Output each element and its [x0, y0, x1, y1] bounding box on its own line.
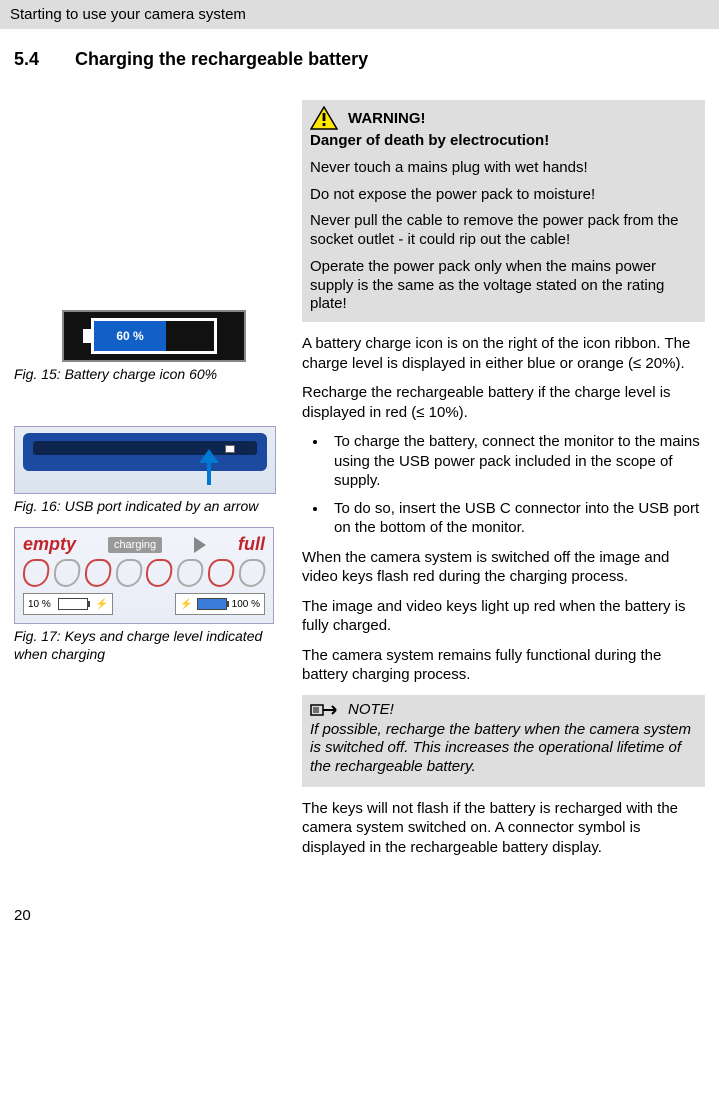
figure-16-caption: Fig. 16: USB port indicated by an arrow [14, 498, 294, 516]
plug-icon: ⚡ [96, 599, 108, 610]
page-content: 5.4 Charging the rechargeable battery 60… [0, 29, 719, 877]
figure-15-caption: Fig. 15: Battery charge icon 60% [14, 366, 294, 384]
key-icon [83, 559, 112, 587]
warning-line: Operate the power pack only when the mai… [310, 258, 697, 314]
running-title: Starting to use your camera system [10, 6, 246, 23]
note-box: NOTE! If possible, recharge the battery … [302, 695, 705, 787]
note-text: If possible, recharge the battery when t… [310, 721, 697, 777]
warning-line: Never pull the cable to remove the power… [310, 212, 697, 250]
section-number: 5.4 [14, 49, 70, 70]
label-full: full [238, 534, 265, 555]
warning-box: WARNING! Danger of death by electrocutio… [302, 100, 705, 322]
figure-17: empty charging full [14, 527, 294, 663]
mini-battery-full: ⚡ 100 % [175, 593, 265, 615]
key-icon [52, 559, 81, 587]
battery-tip [83, 329, 91, 343]
mini-battery-low: 10 % ⚡ [23, 593, 113, 615]
key-icon [114, 559, 143, 587]
section-heading: 5.4 Charging the rechargeable battery [14, 49, 705, 70]
warning-danger-line: Danger of death by electrocution! [310, 132, 697, 151]
warning-title: WARNING! [348, 110, 426, 127]
mini-battery-low-label: 10 % [28, 599, 51, 610]
figure-16: Fig. 16: USB port indicated by an arrow [14, 426, 294, 516]
usb-port-illustration [14, 426, 276, 494]
body-paragraph: The image and video keys light up red wh… [302, 597, 705, 636]
list-item: To charge the battery, connect the monit… [328, 432, 705, 491]
bullet-list: To charge the battery, connect the monit… [302, 432, 705, 538]
pointing-hand-icon [310, 701, 342, 719]
plug-icon: ⚡ [180, 599, 192, 610]
body-paragraph: When the camera system is switched off t… [302, 548, 705, 587]
label-empty: empty [23, 534, 76, 555]
arrow-right-icon [194, 537, 206, 553]
section-title: Charging the rechargeable battery [75, 49, 368, 69]
figure-17-caption: Fig. 17: Keys and charge level indicated… [14, 628, 294, 663]
warning-line: Never touch a mains plug with wet hands! [310, 159, 697, 178]
figures-column: 60 % Fig. 15: Battery charge icon 60% Fi… [14, 100, 302, 675]
body-paragraph: The camera system remains fully function… [302, 646, 705, 685]
text-column: WARNING! Danger of death by electrocutio… [302, 100, 705, 867]
arrow-icon [191, 443, 227, 479]
mini-battery-full-label: 100 % [232, 599, 260, 610]
page-number: 20 [0, 877, 719, 936]
body-paragraph: The keys will not flash if the battery i… [302, 799, 705, 858]
key-icon [207, 559, 236, 587]
warning-line: Do not expose the power pack to moisture… [310, 186, 697, 205]
battery-icon-box: 60 % [62, 310, 246, 362]
key-icon [237, 559, 266, 587]
key-icon [145, 559, 174, 587]
battery-percent-label: 60 % [116, 329, 143, 343]
key-icon [176, 559, 205, 587]
body-paragraph: A battery charge icon is on the right of… [302, 334, 705, 373]
key-icon [22, 559, 51, 587]
label-charging: charging [108, 537, 162, 553]
list-item: To do so, insert the USB C connector int… [328, 499, 705, 538]
running-header: Starting to use your camera system [0, 0, 719, 29]
note-title: NOTE! [348, 701, 394, 718]
figure-15: 60 % Fig. 15: Battery charge icon 60% [14, 310, 294, 384]
battery-body: 60 % [91, 318, 217, 354]
keys-illustration: empty charging full [14, 527, 274, 624]
battery-fill: 60 % [94, 321, 166, 351]
body-paragraph: Recharge the rechargeable battery if the… [302, 383, 705, 422]
warning-triangle-icon [310, 106, 338, 130]
